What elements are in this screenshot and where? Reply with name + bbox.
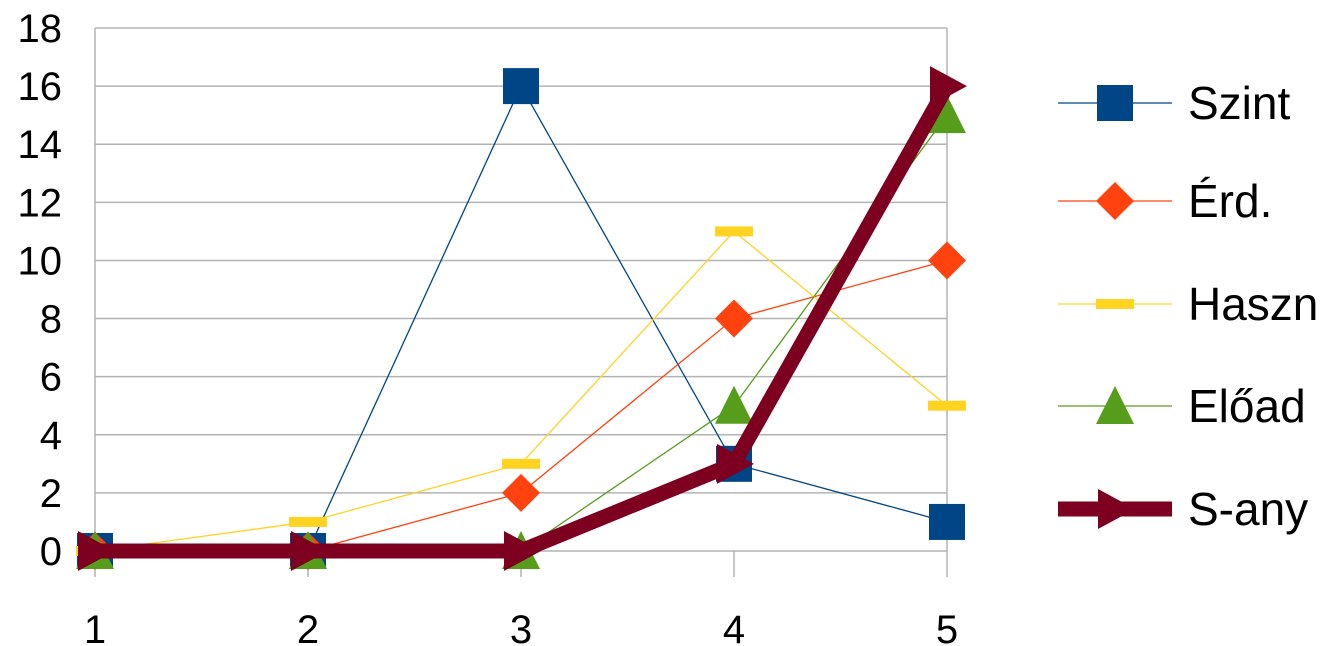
legend-entry: Haszn xyxy=(1058,278,1318,330)
data-point-marker xyxy=(928,400,966,411)
y-tick-label: 4 xyxy=(40,414,62,458)
legend-marker-swatch xyxy=(1096,386,1134,424)
y-tick-label: 2 xyxy=(40,472,62,516)
x-tick-label: 4 xyxy=(723,608,745,646)
series-5 xyxy=(78,66,967,571)
legend-label: Haszn xyxy=(1188,278,1318,330)
data-point-marker xyxy=(78,531,115,571)
y-tick-label: 16 xyxy=(18,65,63,109)
data-point-marker xyxy=(928,241,966,280)
y-tick-label: 0 xyxy=(40,530,62,574)
legend-marker-swatch xyxy=(1096,299,1134,309)
y-tick-label: 12 xyxy=(18,181,63,225)
x-tick-label: 2 xyxy=(297,608,319,646)
data-point-marker xyxy=(502,458,540,469)
data-point-marker xyxy=(930,66,967,107)
legend-label: Érd. xyxy=(1188,175,1272,227)
legend-entry: Előad xyxy=(1058,380,1306,432)
data-point-marker xyxy=(504,531,541,571)
legend: Szint Érd. Haszn Előad S-any xyxy=(1058,77,1318,535)
legend-marker-swatch xyxy=(1097,85,1133,121)
y-tick-label: 6 xyxy=(40,356,62,400)
y-tick-label: 14 xyxy=(18,123,63,167)
data-point-marker xyxy=(502,473,540,512)
y-tick-label: 8 xyxy=(40,298,62,342)
legend-marker-swatch xyxy=(1096,182,1134,220)
data-point-marker xyxy=(717,443,754,484)
y-tick-label: 10 xyxy=(18,239,63,283)
legend-label: S-any xyxy=(1188,483,1308,535)
legend-label: Szint xyxy=(1188,77,1290,129)
x-tick-label: 3 xyxy=(510,608,532,646)
x-tick-label: 1 xyxy=(84,608,106,646)
series-group xyxy=(76,66,967,571)
data-point-marker xyxy=(928,95,966,134)
legend-entry: S-any xyxy=(1058,483,1308,535)
data-point-marker xyxy=(289,516,327,527)
data-point-marker xyxy=(503,68,539,105)
legend-marker-swatch xyxy=(1098,489,1135,529)
data-point-marker xyxy=(715,226,753,237)
data-point-marker xyxy=(715,299,753,338)
data-point-marker xyxy=(291,531,328,571)
data-point-marker xyxy=(715,385,753,424)
legend-label: Előad xyxy=(1188,380,1306,432)
data-point-marker xyxy=(929,503,965,540)
legend-entry: Szint xyxy=(1058,77,1290,129)
y-tick-label: 18 xyxy=(18,7,63,51)
x-tick-label: 5 xyxy=(936,608,958,646)
legend-entry: Érd. xyxy=(1058,175,1272,227)
